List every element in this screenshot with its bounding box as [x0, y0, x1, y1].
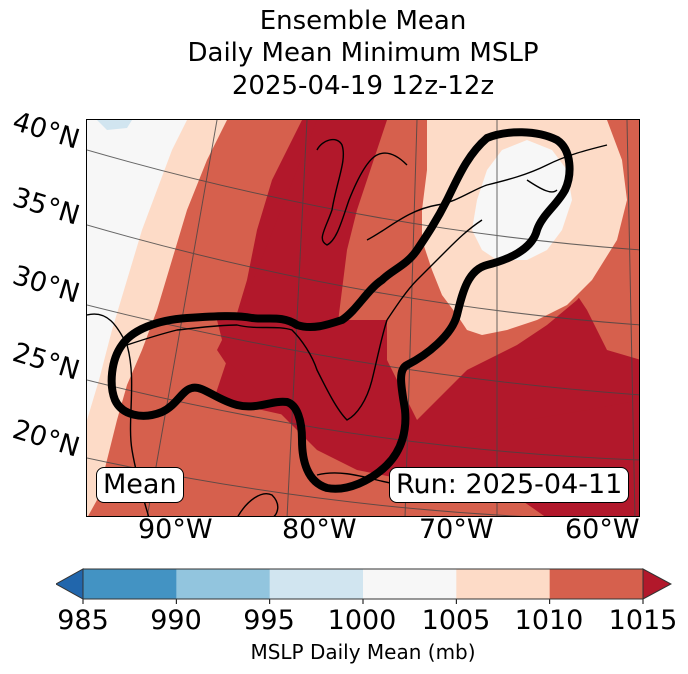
colorbar-bin-995-1000: [269, 569, 364, 599]
colorbar-extend-low: [56, 568, 84, 600]
colorbar-bin-1010-1015: [549, 569, 644, 599]
mean-annotation: Mean: [96, 467, 184, 503]
lat-label-30: 30°N: [8, 260, 84, 310]
gridline-75w: [404, 120, 418, 516]
lat-label-25: 25°N: [8, 337, 84, 387]
lat-label-40: 40°N: [8, 106, 84, 156]
colorbar-bin-1005-1010: [456, 569, 551, 599]
coast-gulf: [87, 313, 388, 421]
run-date-annotation: Run: 2025-04-11: [389, 467, 630, 503]
title-line-3: 2025-04-19 12z-12z: [231, 71, 495, 101]
lat-label-20: 20°N: [8, 414, 84, 464]
title-line-2: Daily Mean Minimum MSLP: [187, 38, 539, 68]
gridline-60w: [626, 120, 636, 516]
coast-nova-scotia: [526, 179, 558, 193]
lat-label-35: 35°N: [8, 182, 84, 232]
colorbar-extend-high: [642, 568, 672, 600]
lon-label-70w: 70°W: [419, 514, 494, 545]
gridline-40n: [87, 149, 639, 251]
colorbar-tick-1005: 1005: [421, 605, 491, 636]
colorbar-tick-995: 995: [243, 605, 295, 636]
lon-label-60w: 60°W: [565, 514, 640, 545]
colorbar-tick-1010: 1010: [514, 605, 584, 636]
lon-label-80w: 80°W: [282, 514, 357, 545]
colorbar-tick-985: 985: [57, 605, 109, 636]
field-gt1015-core: [217, 120, 387, 370]
colorbar-tick-990: 990: [150, 605, 202, 636]
coast-northeast: [366, 144, 608, 241]
colorbar-bin-985-990: [83, 569, 177, 599]
contour-1010: [107, 128, 574, 493]
field-1000-west: [87, 120, 187, 420]
gridline-35n: [87, 224, 639, 326]
colorbar-frame: [82, 568, 644, 600]
lon-label-90w: 90°W: [138, 514, 213, 545]
coastlines: [87, 138, 608, 516]
field-995-corner: [97, 120, 132, 130]
gridline-25n: [87, 379, 639, 461]
coast-yucatan: [237, 493, 279, 516]
title-line-1: Ensemble Mean: [259, 6, 467, 36]
coast-mid-atlantic: [386, 219, 483, 321]
colorbar-bin-990-995: [176, 569, 271, 599]
map-svg: [87, 120, 639, 516]
colorbar-label: MSLP Daily Mean (mb): [250, 640, 476, 664]
gridline-85w: [286, 120, 308, 516]
colorbar-tick-1000: 1000: [327, 605, 397, 636]
colorbar: [56, 568, 672, 604]
map-panel: [86, 119, 640, 517]
colorbar-tick-1015: 1015: [608, 605, 678, 636]
coast-mexico: [126, 344, 150, 516]
coast-great-lakes: [316, 138, 408, 246]
colorbar-bin-1000-1005: [363, 569, 457, 599]
